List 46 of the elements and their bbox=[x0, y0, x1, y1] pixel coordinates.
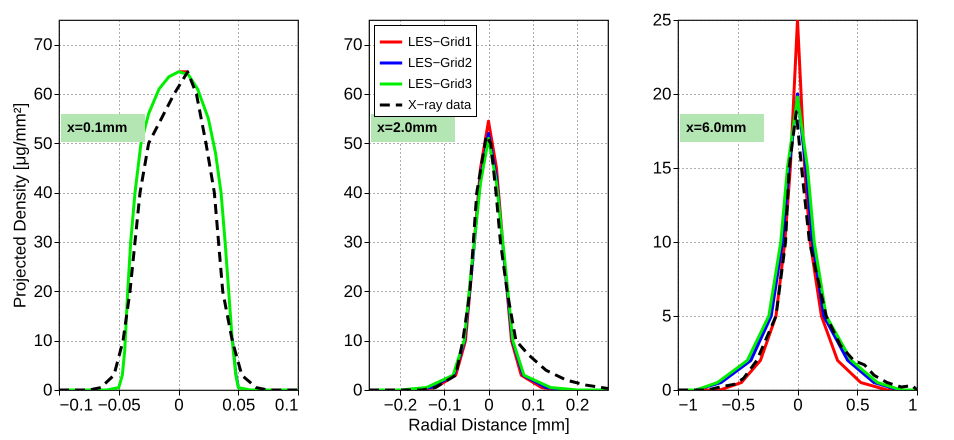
y-tick-label: 15 bbox=[652, 158, 672, 178]
legend-label: LES−Grid2 bbox=[408, 55, 472, 70]
y-tick-label: 60 bbox=[34, 84, 52, 104]
x-tick-label: −0.05 bbox=[98, 396, 141, 414]
x-axis-title: Radial Distance [mm] bbox=[408, 416, 570, 434]
y-tick-label: 25 bbox=[652, 10, 672, 30]
x-tick-label: −0.2 bbox=[384, 396, 418, 414]
y-tick-label: 10 bbox=[652, 232, 672, 252]
y-tick-label: 20 bbox=[652, 84, 672, 104]
y-tick-label: 0 bbox=[662, 380, 672, 400]
y-tick-label: 30 bbox=[34, 232, 52, 252]
y-tick-label: 60 bbox=[344, 84, 362, 104]
y-tick-label: 0 bbox=[43, 380, 52, 400]
annotation: x=2.0mm bbox=[377, 119, 438, 135]
y-axis-title: Projected Density [μg/mm²] bbox=[10, 102, 30, 308]
y-tick-label: 40 bbox=[344, 183, 362, 202]
y-tick-label: 0 bbox=[353, 380, 362, 400]
x-tick-label: 0.1 bbox=[274, 396, 298, 414]
legend-label: X−ray data bbox=[408, 97, 472, 112]
annotation: x=0.1mm bbox=[67, 119, 128, 135]
x-tick-label: −1 bbox=[678, 396, 698, 414]
x-tick-label: 0.5 bbox=[846, 396, 870, 414]
y-tick-label: 50 bbox=[34, 134, 52, 153]
y-tick-label: 70 bbox=[344, 35, 362, 54]
x-tick-label: 0.1 bbox=[521, 396, 546, 414]
x-tick-label: −0.1 bbox=[60, 396, 94, 414]
x-tick-label: 0.05 bbox=[222, 396, 256, 414]
y-tick-label: 40 bbox=[34, 183, 52, 202]
x-tick-label: −0.1 bbox=[428, 396, 462, 414]
x-tick-label: 1 bbox=[908, 396, 918, 414]
x-tick-label: 0 bbox=[793, 396, 803, 414]
annotation: x=6.0mm bbox=[686, 119, 746, 135]
y-tick-label: 10 bbox=[344, 331, 362, 350]
y-tick-label: 20 bbox=[344, 282, 362, 301]
legend-label: LES−Grid1 bbox=[408, 34, 472, 49]
x-tick-label: −0.5 bbox=[721, 396, 756, 414]
x-tick-label: 0.2 bbox=[566, 396, 590, 414]
x-tick-label: 0 bbox=[174, 396, 184, 414]
y-tick-label: 50 bbox=[344, 134, 362, 153]
x-tick-label: 0 bbox=[484, 396, 494, 414]
y-tick-label: 5 bbox=[662, 306, 672, 326]
y-tick-label: 30 bbox=[344, 232, 362, 252]
y-tick-label: 20 bbox=[34, 282, 52, 301]
y-tick-label: 10 bbox=[34, 331, 52, 350]
y-tick-label: 70 bbox=[34, 35, 52, 54]
legend-label: LES−Grid3 bbox=[408, 76, 472, 91]
